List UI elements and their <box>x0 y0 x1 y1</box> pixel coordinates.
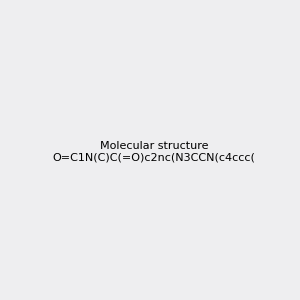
Text: Molecular structure
O=C1N(C)C(=O)c2nc(N3CCN(c4ccc(: Molecular structure O=C1N(C)C(=O)c2nc(N3… <box>52 141 255 162</box>
